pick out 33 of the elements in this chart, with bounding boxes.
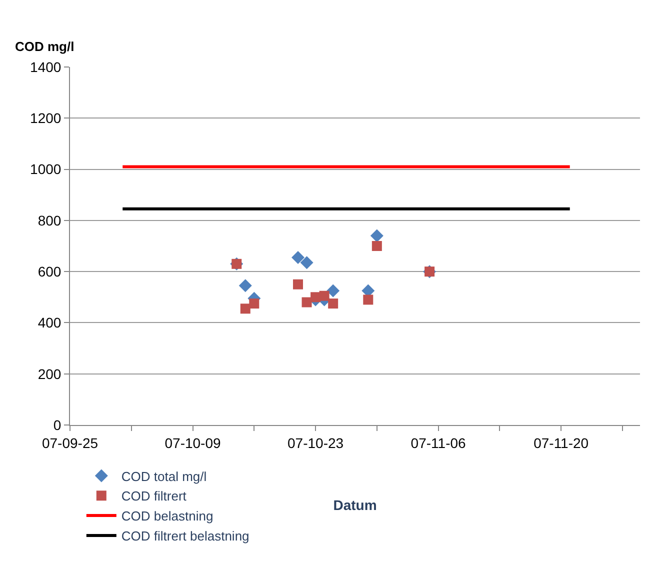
y-tick-label: 600 <box>38 263 62 280</box>
x-tick-label: 07-11-06 <box>410 434 466 451</box>
y-tick-label: 400 <box>38 314 62 331</box>
y-tick-label: 200 <box>38 366 62 382</box>
y-tick-label: 0 <box>53 416 62 433</box>
point <box>302 297 312 308</box>
y-tick-label: 1200 <box>30 110 62 126</box>
legend-label: COD belastning <box>121 508 214 524</box>
point <box>293 279 303 290</box>
y-tick-label: 800 <box>38 212 62 228</box>
point <box>240 304 250 314</box>
legend-label: COD filtrert <box>121 488 187 504</box>
point <box>372 241 382 251</box>
point <box>319 290 330 301</box>
x-tick-label: 07-10-09 <box>164 434 221 451</box>
legend-label: COD total mg/l <box>121 468 207 484</box>
x-axis-title: Datum <box>333 497 377 514</box>
legend-label: COD filtrert belastning <box>121 528 250 544</box>
y-axis-title: COD mg/l <box>15 39 74 54</box>
point <box>326 284 340 298</box>
point <box>249 298 260 309</box>
point <box>238 279 252 292</box>
y-tick-label: 1000 <box>30 161 62 178</box>
point <box>363 294 374 305</box>
y-tick-label: 1400 <box>30 58 62 75</box>
point <box>300 256 314 270</box>
x-tick-label: 07-09-25 <box>42 434 98 451</box>
x-tick-label: 07-10-23 <box>288 434 344 451</box>
point <box>292 251 304 264</box>
point <box>370 229 384 242</box>
point <box>328 298 338 309</box>
x-tick-label: 07-11-20 <box>534 434 589 451</box>
point <box>310 292 321 302</box>
